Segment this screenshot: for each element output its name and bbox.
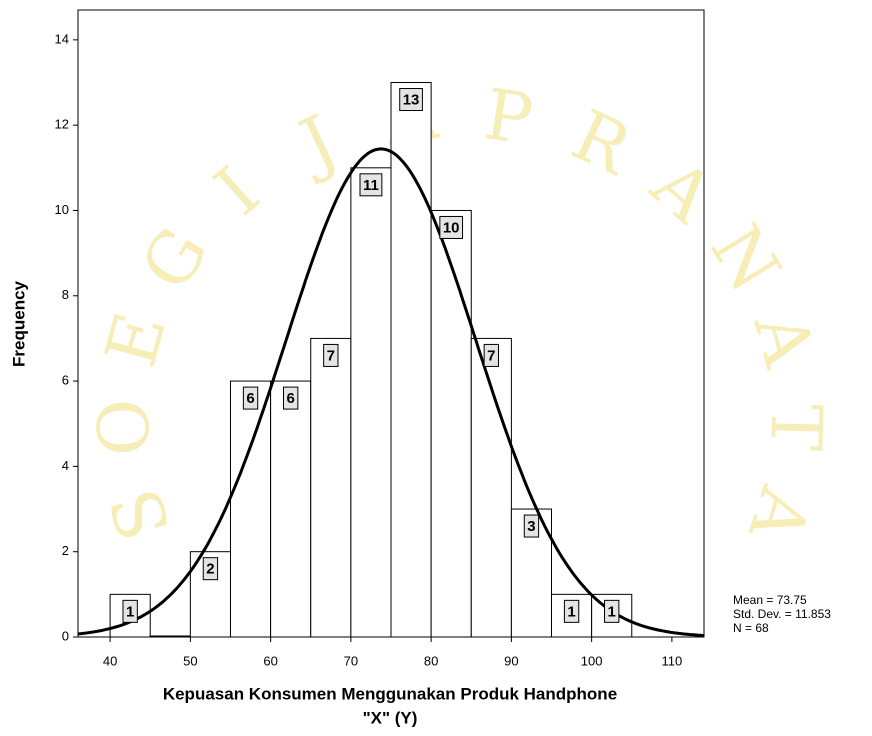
x-tick-label: 110 [662, 653, 683, 668]
value-label: 10 [443, 219, 460, 236]
value-label-box [483, 343, 499, 367]
value-label: 6 [246, 390, 254, 407]
y-tick-label: 6 [62, 373, 69, 388]
x-tick-label: 70 [344, 653, 358, 668]
x-tick-label: 40 [103, 653, 117, 668]
stat-label: Std. Dev. = 11.853 [733, 607, 831, 621]
x-tick-label: 100 [581, 653, 603, 668]
value-label-box [604, 599, 620, 623]
value-label-box [122, 599, 138, 623]
x-tick-label: 50 [183, 653, 197, 668]
watermark-letter: A [732, 477, 826, 553]
value-label-box [283, 386, 299, 410]
value-label-box [359, 173, 383, 197]
watermark-letter: E [90, 304, 183, 375]
value-label: 13 [403, 91, 420, 108]
value-label: 3 [527, 518, 535, 535]
watermark-letter: A [738, 303, 831, 376]
watermark-letter: S [94, 479, 187, 550]
y-axis-label: Frequency [9, 280, 28, 367]
value-label-box [323, 343, 339, 367]
value-label-box [563, 599, 580, 623]
watermark-letter: I [200, 151, 275, 231]
y-tick-label: 10 [55, 202, 69, 217]
y-tick-label: 0 [62, 628, 69, 643]
value-label-box [439, 215, 464, 239]
value-label: 1 [608, 603, 616, 620]
value-label-box [399, 88, 423, 112]
y-tick-label: 8 [62, 287, 69, 302]
watermark-letter: G [125, 213, 224, 304]
value-label: 1 [126, 603, 134, 620]
stat-label: Mean = 73.75 [733, 593, 807, 607]
value-label-box [242, 386, 259, 410]
x-tick-label: 90 [504, 653, 518, 668]
watermark-letter: O [82, 398, 165, 457]
bar [350, 167, 392, 638]
bar [229, 380, 272, 638]
normal-curve [77, 147, 705, 637]
stat-label: N = 68 [733, 621, 769, 635]
value-label-box [202, 557, 219, 581]
x-tick-label: 60 [263, 653, 277, 668]
value-label: 6 [287, 390, 295, 407]
bar [310, 337, 352, 638]
watermark-letter: R [560, 94, 644, 192]
y-tick-label: 12 [55, 117, 69, 132]
value-label: 2 [206, 561, 214, 578]
value-label: 11 [363, 177, 379, 194]
value-label: 7 [327, 347, 335, 364]
watermark-letter: T [754, 403, 837, 452]
value-label-box [523, 514, 540, 538]
bar [149, 635, 191, 638]
value-label: 1 [567, 603, 575, 620]
x-axis-label: "X" (Y) [363, 708, 418, 727]
bar [270, 380, 312, 638]
watermark-letter: A [636, 143, 730, 240]
value-label: 7 [487, 347, 495, 364]
bar [390, 82, 432, 638]
bar [430, 209, 472, 638]
y-tick-label: 14 [55, 31, 69, 46]
watermark-letter: N [694, 211, 796, 306]
watermark-letter: P [479, 73, 537, 161]
watermark-letter: J [283, 99, 348, 188]
y-tick-label: 4 [62, 458, 69, 473]
x-axis-label: Kepuasan Konsumen Menggunakan Produk Han… [163, 684, 617, 703]
y-tick-label: 2 [62, 543, 69, 558]
x-tick-label: 80 [424, 653, 438, 668]
